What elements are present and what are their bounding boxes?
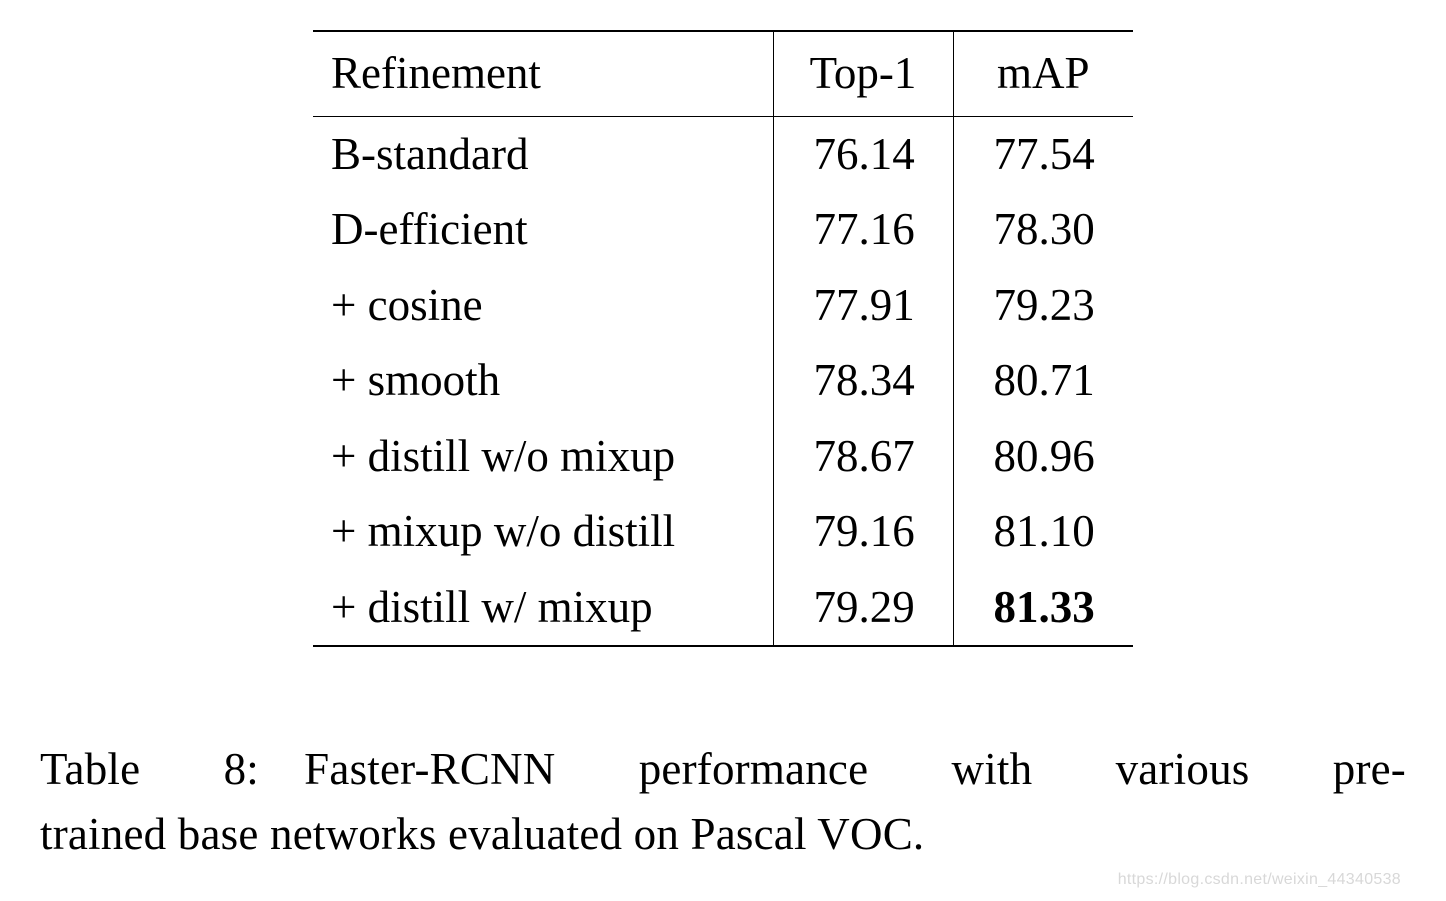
table-row: + cosine 77.91 79.23: [313, 268, 1133, 344]
cell-refinement: + cosine: [313, 268, 773, 344]
table-caption: Table 8: Faster-RCNN performance with va…: [40, 737, 1406, 868]
cell-top1: 77.91: [773, 268, 953, 344]
table-body: B-standard 76.14 77.54 D-efficient 77.16…: [313, 116, 1133, 646]
cell-map: 80.96: [953, 419, 1133, 495]
cell-refinement: B-standard: [313, 116, 773, 192]
cell-refinement: + distill w/o mixup: [313, 419, 773, 495]
table-row: D-efficient 77.16 78.30: [313, 192, 1133, 268]
watermark-text: https://blog.csdn.net/weixin_44340538: [1118, 871, 1401, 889]
table-row: + distill w/o mixup 78.67 80.96: [313, 419, 1133, 495]
cell-top1: 78.67: [773, 419, 953, 495]
cell-refinement: D-efficient: [313, 192, 773, 268]
cell-top1: 79.29: [773, 570, 953, 647]
column-header-top1: Top-1: [773, 31, 953, 116]
column-header-refinement: Refinement: [313, 31, 773, 116]
cell-map: 80.71: [953, 343, 1133, 419]
results-table: Refinement Top-1 mAP B-standard 76.14 77…: [313, 30, 1133, 647]
cell-refinement: + distill w/ mixup: [313, 570, 773, 647]
cell-map: 78.30: [953, 192, 1133, 268]
cell-refinement: + smooth: [313, 343, 773, 419]
cell-map: 81.33: [953, 570, 1133, 647]
table-header-row: Refinement Top-1 mAP: [313, 31, 1133, 116]
caption-line1: Table 8: Faster-RCNN performance with va…: [40, 737, 1406, 802]
cell-map: 81.10: [953, 494, 1133, 570]
cell-map: 77.54: [953, 116, 1133, 192]
caption-line2: trained base networks evaluated on Pasca…: [40, 809, 924, 859]
cell-top1: 79.16: [773, 494, 953, 570]
table-row: + distill w/ mixup 79.29 81.33: [313, 570, 1133, 647]
cell-top1: 78.34: [773, 343, 953, 419]
table-row: + mixup w/o distill 79.16 81.10: [313, 494, 1133, 570]
table-row: + smooth 78.34 80.71: [313, 343, 1133, 419]
table-row: B-standard 76.14 77.54: [313, 116, 1133, 192]
cell-top1: 77.16: [773, 192, 953, 268]
cell-top1: 76.14: [773, 116, 953, 192]
cell-map: 79.23: [953, 268, 1133, 344]
column-header-map: mAP: [953, 31, 1133, 116]
table-container: Refinement Top-1 mAP B-standard 76.14 77…: [40, 30, 1406, 647]
cell-refinement: + mixup w/o distill: [313, 494, 773, 570]
